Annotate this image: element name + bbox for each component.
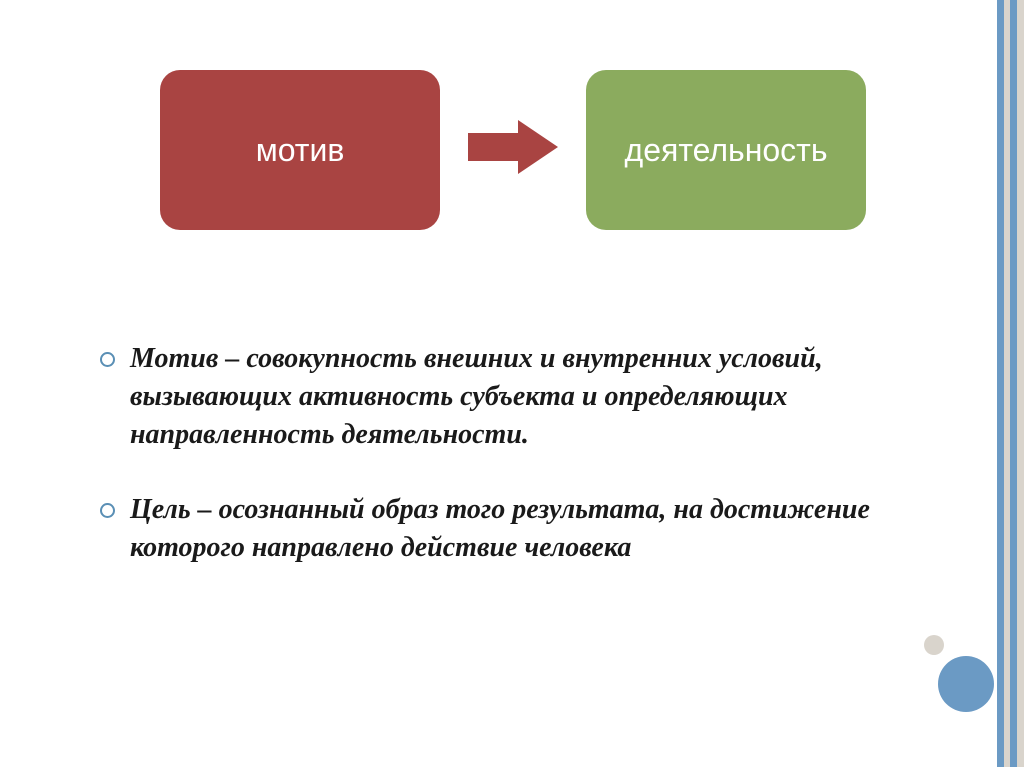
decorative-circle (924, 635, 944, 655)
diagram-row: мотив деятельность (160, 70, 910, 230)
decorative-bar (997, 0, 1004, 767)
arrow-icon (468, 120, 558, 180)
right-decorative-bars (997, 0, 1024, 767)
bullet-item-goal: Цель – осознанный образ того результата,… (100, 491, 910, 567)
decorative-bar (1010, 0, 1017, 767)
diagram-box-motive: мотив (160, 70, 440, 230)
decorative-circle (938, 656, 994, 712)
bullet-list: Мотив – совокупность внешних и внутренни… (100, 340, 910, 567)
decorative-bar (1017, 0, 1024, 767)
box1-label: мотив (256, 132, 345, 169)
diagram-box-activity: деятельность (586, 70, 866, 230)
box2-label: деятельность (625, 132, 828, 169)
bullet-item-motive: Мотив – совокупность внешних и внутренни… (100, 340, 910, 453)
